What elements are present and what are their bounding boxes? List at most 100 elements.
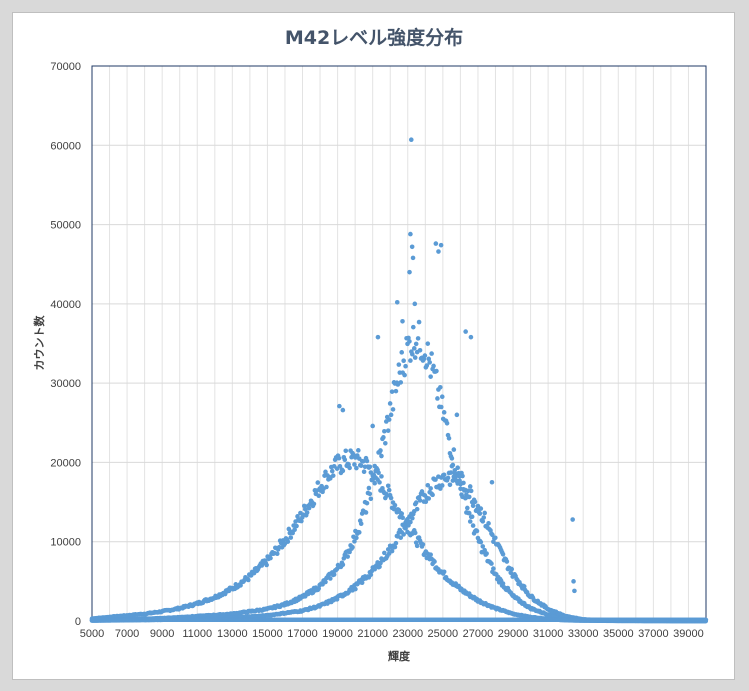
data-point xyxy=(386,417,392,422)
data-point xyxy=(484,551,489,556)
data-point xyxy=(425,341,431,346)
y-tick-label: 70000 xyxy=(50,61,81,73)
tick-labels: 5000 7000 9000 11000 13000 15000 17000 19000 210… xyxy=(50,61,703,640)
data-point xyxy=(521,584,527,589)
x-tick-label: 7000 xyxy=(115,628,139,640)
data-point xyxy=(388,412,394,418)
data-point xyxy=(570,517,575,522)
data-point xyxy=(468,334,474,340)
data-point xyxy=(429,351,434,356)
data-point xyxy=(426,356,432,362)
grid-lines xyxy=(91,65,707,622)
x-tick-label: 11000 xyxy=(182,628,212,640)
y-tick-label: 0 xyxy=(75,616,81,628)
data-point xyxy=(428,486,433,491)
data-points xyxy=(89,137,709,624)
data-point xyxy=(399,350,405,355)
y-tick-label: 10000 xyxy=(50,537,81,549)
data-point xyxy=(572,588,577,594)
y-tick-label: 50000 xyxy=(50,220,81,232)
data-point xyxy=(411,346,417,351)
data-point xyxy=(449,463,455,469)
data-point xyxy=(500,551,506,557)
data-point xyxy=(480,519,486,524)
data-point xyxy=(420,542,426,547)
data-point xyxy=(387,401,393,406)
data-point xyxy=(330,473,336,478)
data-point xyxy=(417,347,423,353)
x-tick-label: 21000 xyxy=(357,628,388,640)
data-point xyxy=(428,374,433,379)
data-point xyxy=(408,231,413,237)
data-point xyxy=(385,428,391,433)
data-point xyxy=(268,555,273,561)
data-point xyxy=(290,530,295,536)
data-point xyxy=(403,363,408,369)
data-point xyxy=(448,470,454,475)
data-point xyxy=(340,468,346,474)
data-point xyxy=(410,515,415,521)
data-point xyxy=(360,459,366,464)
data-point xyxy=(415,336,421,341)
data-point xyxy=(454,412,460,418)
data-point xyxy=(359,580,365,585)
data-point xyxy=(490,532,495,538)
data-point xyxy=(466,494,472,500)
data-point xyxy=(306,505,312,511)
data-point xyxy=(444,420,450,426)
data-point xyxy=(467,519,473,524)
scatter-chart: M42レベル強度分布 5000 7000 9000 11000 13000 15000 17… xyxy=(32,26,709,663)
data-point xyxy=(491,539,496,545)
data-point xyxy=(469,514,475,520)
data-point xyxy=(400,515,405,521)
data-point xyxy=(438,404,444,410)
data-point xyxy=(465,505,470,511)
data-point xyxy=(274,551,280,557)
data-point xyxy=(401,358,406,364)
data-point xyxy=(358,463,364,468)
data-point xyxy=(366,485,372,491)
data-point xyxy=(482,510,487,516)
data-point xyxy=(571,579,576,584)
data-point xyxy=(369,477,375,483)
data-point xyxy=(385,483,391,489)
data-point xyxy=(364,500,370,506)
data-point xyxy=(439,394,445,400)
data-point xyxy=(370,423,375,429)
data-point xyxy=(367,464,373,470)
data-point xyxy=(410,255,416,261)
data-point xyxy=(402,372,407,378)
data-point xyxy=(470,503,476,509)
data-point xyxy=(407,339,412,344)
data-point xyxy=(500,581,506,586)
data-point xyxy=(474,528,480,534)
data-point xyxy=(478,506,484,511)
x-tick-label: 33000 xyxy=(568,628,599,640)
data-point xyxy=(431,363,436,369)
data-point xyxy=(340,562,346,568)
data-point xyxy=(470,523,476,528)
data-point xyxy=(347,465,352,471)
data-point xyxy=(294,523,299,529)
data-point xyxy=(424,363,430,368)
data-point xyxy=(392,544,398,550)
data-point xyxy=(414,543,420,549)
x-tick-label: 15000 xyxy=(252,628,283,640)
data-point xyxy=(491,566,496,571)
data-point xyxy=(433,241,439,246)
data-point xyxy=(406,335,411,341)
data-point xyxy=(422,353,428,358)
data-point xyxy=(403,526,408,531)
data-point xyxy=(358,521,364,527)
x-tick-label: 29000 xyxy=(498,628,529,640)
data-point xyxy=(238,583,243,588)
data-point xyxy=(398,380,404,385)
data-point xyxy=(410,324,416,330)
x-tick-label: 27000 xyxy=(463,628,494,640)
data-point xyxy=(379,453,384,459)
data-point xyxy=(373,475,378,480)
data-point xyxy=(393,388,399,394)
data-point xyxy=(390,407,396,412)
data-point xyxy=(368,572,374,578)
data-point xyxy=(408,358,413,363)
